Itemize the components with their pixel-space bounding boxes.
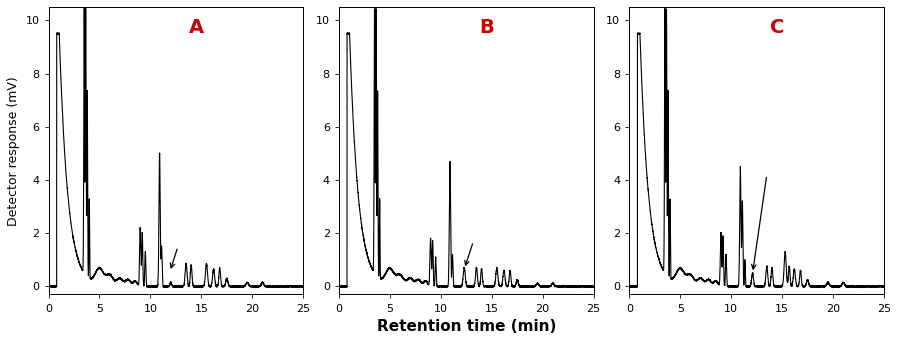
Y-axis label: Detector response (mV): Detector response (mV) xyxy=(7,76,20,226)
Text: C: C xyxy=(770,18,784,38)
Text: A: A xyxy=(189,18,204,38)
Text: B: B xyxy=(480,18,494,38)
X-axis label: Retention time (min): Retention time (min) xyxy=(376,319,556,334)
